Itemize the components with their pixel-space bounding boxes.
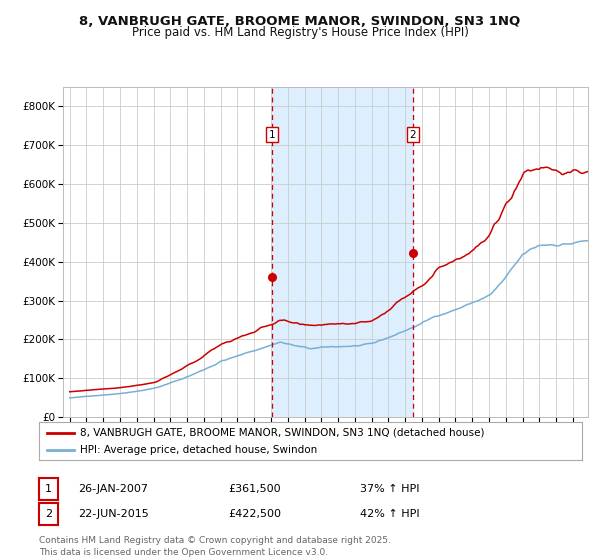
Text: 8, VANBRUGH GATE, BROOME MANOR, SWINDON, SN3 1NQ: 8, VANBRUGH GATE, BROOME MANOR, SWINDON,… — [79, 15, 521, 28]
Text: 1: 1 — [45, 484, 52, 494]
Text: 22-JUN-2015: 22-JUN-2015 — [78, 509, 149, 519]
Text: 2: 2 — [410, 130, 416, 139]
Text: 2: 2 — [45, 509, 52, 519]
Text: 42% ↑ HPI: 42% ↑ HPI — [360, 509, 419, 519]
Text: £422,500: £422,500 — [228, 509, 281, 519]
Text: HPI: Average price, detached house, Swindon: HPI: Average price, detached house, Swin… — [80, 445, 317, 455]
Text: 8, VANBRUGH GATE, BROOME MANOR, SWINDON, SN3 1NQ (detached house): 8, VANBRUGH GATE, BROOME MANOR, SWINDON,… — [80, 427, 484, 437]
Text: Contains HM Land Registry data © Crown copyright and database right 2025.
This d: Contains HM Land Registry data © Crown c… — [39, 536, 391, 557]
Bar — [272, 87, 413, 417]
Text: Price paid vs. HM Land Registry's House Price Index (HPI): Price paid vs. HM Land Registry's House … — [131, 26, 469, 39]
Text: £361,500: £361,500 — [228, 484, 281, 494]
Text: 26-JAN-2007: 26-JAN-2007 — [78, 484, 148, 494]
Text: 37% ↑ HPI: 37% ↑ HPI — [360, 484, 419, 494]
Text: 1: 1 — [269, 130, 275, 139]
